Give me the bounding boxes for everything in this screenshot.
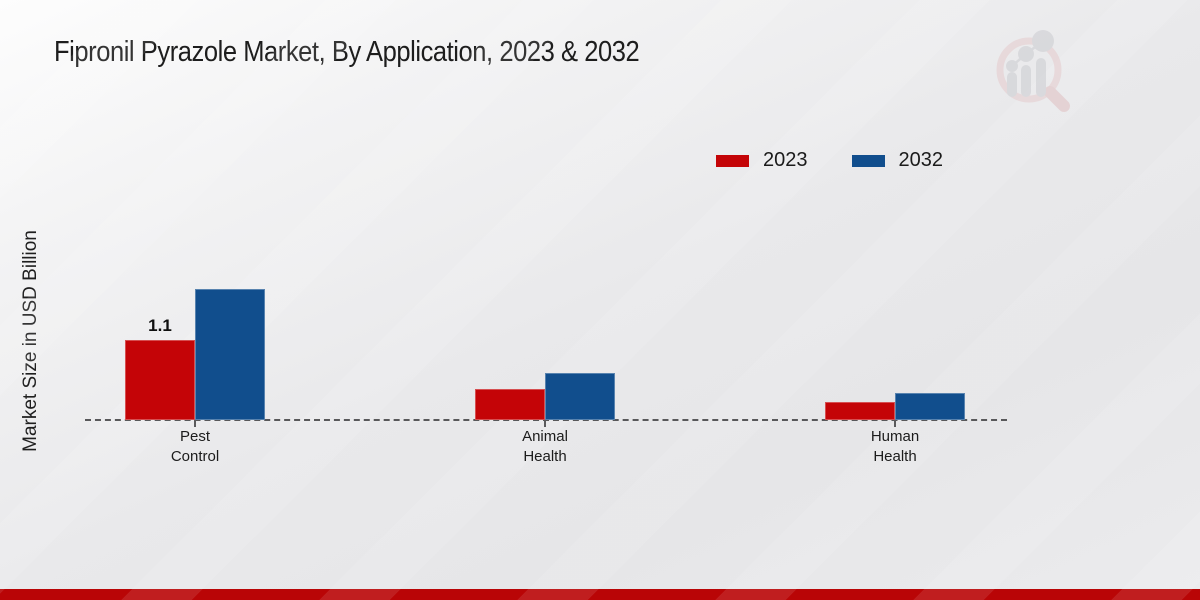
bar-2023-animal-health — [475, 389, 545, 420]
legend-item-2032: 2032 — [851, 149, 944, 172]
x-axis-category-label: Pest Control — [170, 428, 220, 465]
x-axis-tick — [894, 420, 896, 427]
bar-2032-animal-health — [545, 372, 615, 420]
x-axis-tick — [544, 420, 546, 427]
x-axis-baseline — [85, 419, 1007, 421]
bar-2023-pest-control — [125, 339, 195, 420]
chart-title: Fipronil Pyrazole Market, By Application… — [54, 36, 640, 68]
legend-swatch-2023 — [716, 154, 749, 167]
x-axis-category-label: Animal Health — [522, 428, 568, 465]
bar-2032-human-health — [895, 393, 965, 420]
legend: 2023 2032 — [716, 149, 943, 172]
footer-accent-bar — [0, 589, 1200, 600]
bar-value-label: 1.1 — [148, 315, 172, 335]
legend-swatch-2032 — [851, 154, 885, 167]
bar-2032-pest-control — [195, 289, 265, 420]
legend-label-2023: 2023 — [763, 149, 808, 171]
market-research-magnifier-logo-icon — [996, 30, 1070, 112]
bar-2023-human-health — [825, 401, 895, 420]
legend-item-2023: 2023 — [716, 149, 808, 172]
legend-label-2032: 2032 — [898, 149, 944, 171]
x-axis-category-label: Human Health — [870, 428, 920, 465]
x-axis-tick — [194, 420, 196, 427]
